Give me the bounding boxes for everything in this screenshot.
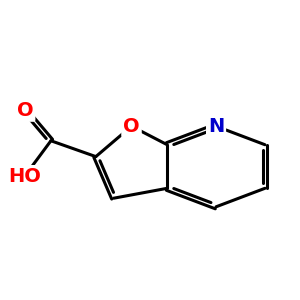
Text: O: O [17,101,34,120]
Text: HO: HO [8,167,41,186]
Text: N: N [208,117,224,136]
Text: O: O [123,117,140,136]
